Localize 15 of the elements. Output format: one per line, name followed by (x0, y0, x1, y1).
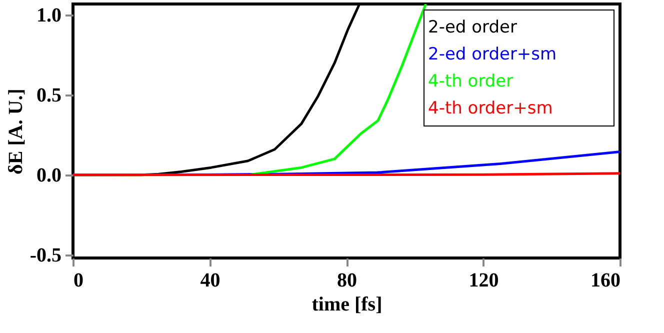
y-tick-label: 0.5 (36, 84, 62, 107)
text: 2-ed order (428, 18, 517, 38)
x-tick-label: 40 (200, 270, 220, 292)
y-tick-label: 0.0 (36, 164, 62, 186)
y-tick-label: -0.5 (30, 244, 62, 266)
text: 2-ed order+sm (428, 44, 557, 64)
x-tick-label: 120 (468, 270, 499, 292)
x-tick-label: 80 (337, 270, 357, 292)
text: 4-th order+sm (428, 98, 553, 118)
series-label: 4-th order (428, 72, 514, 92)
y-tick-label: 1.0 (36, 4, 62, 27)
y-axis-title: δE [A. U.] (4, 88, 27, 174)
x-axis-title: time [fs] (312, 294, 382, 316)
x-tick-label: 160 (590, 270, 620, 292)
x-tick-label: 0 (74, 270, 84, 292)
